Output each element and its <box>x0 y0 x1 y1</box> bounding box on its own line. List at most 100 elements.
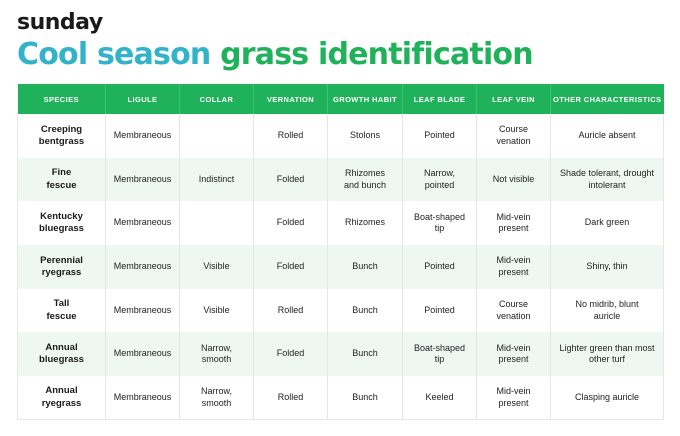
leaf-vein-text: Mid-vein present <box>496 342 531 365</box>
column-header-collar: COLLAR <box>179 84 254 114</box>
leaf-vein-text: Mid-vein present <box>496 386 531 408</box>
leaf-vein-cell: Course venation <box>476 288 551 333</box>
title-part-cool-season: Cool season <box>17 37 211 72</box>
leaf-vein-cell: Mid-vein present <box>476 201 551 246</box>
column-header-vernation: VERNATION <box>253 84 328 114</box>
species-name: Tall fescue <box>46 298 77 322</box>
brand-logo: sunday <box>17 10 103 35</box>
column-header-species: SPECIES <box>17 84 106 114</box>
ligule-cell: Membraneous <box>105 157 180 202</box>
leaf-vein-cell: Course venation <box>476 114 551 158</box>
table-row: Creeping bentgrass Membraneous Rolled St… <box>17 114 664 158</box>
leaf-vein-cell: Mid-vein present <box>476 245 551 289</box>
growth-habit-cell: Bunch <box>327 288 403 333</box>
leaf-blade-cell: Pointed <box>402 245 477 289</box>
collar-cell <box>179 201 254 246</box>
leaf-vein-cell: Mid-vein present <box>476 332 551 377</box>
ligule-cell: Membraneous <box>105 201 180 246</box>
growth-habit-cell: Bunch <box>327 332 403 377</box>
leaf-blade-text: Boat-shaped tip <box>413 211 466 234</box>
other-characteristics-cell: Shade tolerant, drought intolerant <box>550 157 664 202</box>
growth-habit-cell: Rhizomes <box>327 201 403 246</box>
logo-text: sunday <box>17 10 103 35</box>
vernation-cell: Folded <box>253 332 328 377</box>
other-characteristics-cell: Auricle absent <box>550 114 664 158</box>
ligule-cell: Membraneous <box>105 288 180 333</box>
collar-cell: Narrow, smooth <box>179 332 254 377</box>
leaf-blade-cell: Pointed <box>402 288 477 333</box>
growth-habit-text: Rhizomes and bunch <box>343 167 387 190</box>
collar-text: Narrow, smooth <box>200 386 232 408</box>
vernation-cell: Folded <box>253 201 328 246</box>
species-cell: Fine fescue <box>17 157 106 202</box>
growth-habit-cell: Rhizomes and bunch <box>327 157 403 202</box>
collar-text: Narrow, smooth <box>200 342 232 365</box>
species-name: Annual bluegrass <box>39 341 84 366</box>
page-title: Cool season grass identification <box>17 37 534 72</box>
growth-habit-cell: Bunch <box>327 245 403 289</box>
column-header-growth-habit: GROWTH HABIT <box>327 84 403 114</box>
vernation-cell: Rolled <box>253 288 328 333</box>
table-row: Annual bluegrass Membraneous Narrow, smo… <box>17 332 664 377</box>
leaf-vein-text: Course venation <box>496 124 531 146</box>
other-characteristics-cell: Dark green <box>550 201 664 246</box>
column-header-other-characteristics: OTHER CHARACTERISTICS <box>550 84 664 114</box>
column-header-ligule: LIGULE <box>105 84 180 114</box>
table-row: Kentucky bluegrass Membraneous Folded Rh… <box>17 201 664 246</box>
species-name: Annual ryegrass <box>41 385 82 409</box>
leaf-blade-text: Narrow, pointed <box>423 167 455 190</box>
other-characteristics-text: Lighter green than most other turf <box>559 342 655 365</box>
leaf-vein-text: Mid-vein present <box>496 211 531 234</box>
leaf-blade-cell: Boat-shaped tip <box>402 332 477 377</box>
leaf-blade-cell: Boat-shaped tip <box>402 201 477 246</box>
table-row: Perennial ryegrass Membraneous Visible F… <box>17 245 664 289</box>
species-name: Fine fescue <box>46 167 77 191</box>
ligule-cell: Membraneous <box>105 114 180 158</box>
ligule-cell: Membraneous <box>105 245 180 289</box>
ligule-cell: Membraneous <box>105 332 180 377</box>
other-characteristics-cell: Shiny, thin <box>550 245 664 289</box>
species-cell: Creeping bentgrass <box>17 114 106 158</box>
other-characteristics-cell: Lighter green than most other turf <box>550 332 664 377</box>
table-row: Annual ryegrass Membraneous Narrow, smoo… <box>17 376 664 421</box>
other-characteristics-cell: No midrib, blunt auricle <box>550 288 664 333</box>
leaf-vein-text: Course venation <box>496 298 531 321</box>
species-name: Perennial ryegrass <box>40 254 83 278</box>
leaf-blade-text: Boat-shaped tip <box>413 342 466 365</box>
other-characteristics-text: No midrib, blunt auricle <box>575 298 639 321</box>
species-cell: Annual bluegrass <box>17 332 106 377</box>
other-characteristics-text: Shade tolerant, drought intolerant <box>559 167 655 190</box>
ligule-cell: Membraneous <box>105 376 180 421</box>
column-header-leaf-blade: LEAF BLADE <box>402 84 477 114</box>
collar-cell: Indistinct <box>179 157 254 202</box>
species-name: Kentucky bluegrass <box>39 210 84 235</box>
species-cell: Annual ryegrass <box>17 376 106 421</box>
leaf-blade-cell: Pointed <box>402 114 477 158</box>
leaf-blade-cell: Narrow, pointed <box>402 157 477 202</box>
growth-habit-cell: Bunch <box>327 376 403 421</box>
collar-cell: Visible <box>179 288 254 333</box>
species-name: Creeping bentgrass <box>38 123 85 147</box>
collar-cell <box>179 114 254 158</box>
collar-cell: Narrow, smooth <box>179 376 254 421</box>
leaf-vein-cell: Mid-vein present <box>476 376 551 421</box>
table-header-row: SPECIES LIGULE COLLAR VERNATION GROWTH H… <box>17 84 664 114</box>
leaf-vein-cell: Not visible <box>476 157 551 202</box>
species-cell: Kentucky bluegrass <box>17 201 106 246</box>
table-row: Tall fescue Membraneous Visible Rolled B… <box>17 288 664 333</box>
vernation-cell: Rolled <box>253 114 328 158</box>
growth-habit-cell: Stolons <box>327 114 403 158</box>
species-cell: Perennial ryegrass <box>17 245 106 289</box>
collar-cell: Visible <box>179 245 254 289</box>
vernation-cell: Folded <box>253 157 328 202</box>
vernation-cell: Folded <box>253 245 328 289</box>
vernation-cell: Rolled <box>253 376 328 421</box>
grass-identification-table: SPECIES LIGULE COLLAR VERNATION GROWTH H… <box>17 84 664 421</box>
title-part-grass-identification: grass identification <box>220 37 534 72</box>
column-header-leaf-vein: LEAF VEIN <box>476 84 551 114</box>
leaf-vein-text: Mid-vein present <box>496 255 531 277</box>
table-row: Fine fescue Membraneous Indistinct Folde… <box>17 157 664 202</box>
species-cell: Tall fescue <box>17 288 106 333</box>
leaf-blade-cell: Keeled <box>402 376 477 421</box>
other-characteristics-cell: Clasping auricle <box>550 376 664 421</box>
